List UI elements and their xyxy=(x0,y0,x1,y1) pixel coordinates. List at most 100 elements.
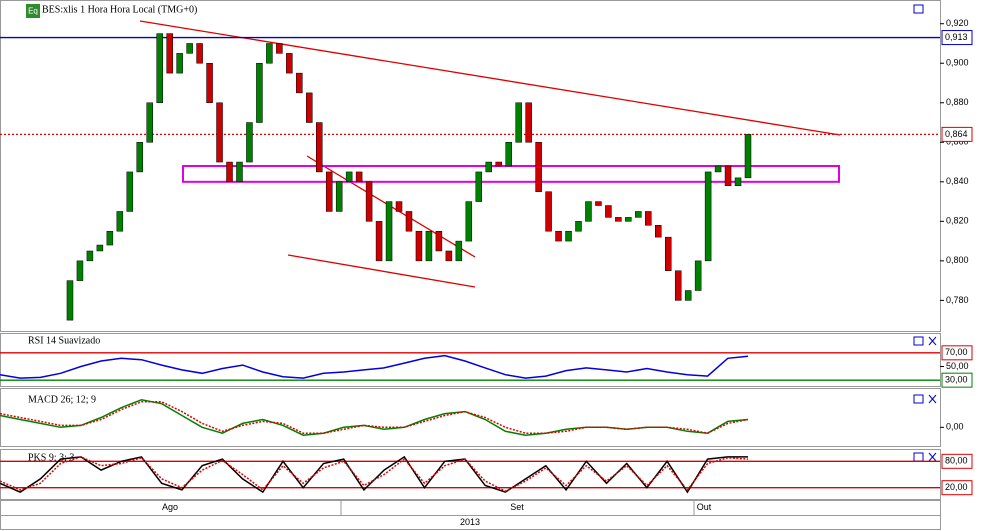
panel-title: RSI 14 Suavizado xyxy=(28,335,100,346)
candle xyxy=(126,171,134,212)
candle xyxy=(515,102,522,143)
y-tick-label: 0,880 xyxy=(946,97,969,107)
indicator-line xyxy=(0,354,749,379)
level-label-box xyxy=(941,453,973,469)
level-label: 80,00 xyxy=(945,456,968,466)
level-label-box xyxy=(941,480,973,496)
candle xyxy=(405,211,413,232)
candle xyxy=(256,62,263,123)
candle xyxy=(714,165,722,173)
window-buttons[interactable] xyxy=(913,4,937,462)
level-label: 20,00 xyxy=(945,482,968,492)
x-tick-label: Set xyxy=(510,502,524,512)
y-tick-label: 0,800 xyxy=(946,255,969,265)
candle xyxy=(505,142,512,167)
candle xyxy=(445,250,453,262)
indicator-line xyxy=(0,455,748,494)
panel-title: BES:xlis 1 Hora Hora Local (TMG+0) xyxy=(42,4,197,15)
y-tick-label: 0,00 xyxy=(946,422,964,432)
candle xyxy=(615,217,622,222)
candle xyxy=(655,225,662,238)
candle xyxy=(136,142,144,173)
candle xyxy=(734,177,742,187)
level-label-box xyxy=(941,30,973,46)
candle xyxy=(66,280,74,321)
candle xyxy=(106,230,114,246)
candle xyxy=(744,134,752,179)
candle xyxy=(315,122,323,173)
y-tick-label: 0,840 xyxy=(946,176,969,186)
candle xyxy=(684,290,692,301)
candle xyxy=(545,191,552,232)
candle xyxy=(96,244,104,252)
candle xyxy=(724,165,732,187)
candle xyxy=(635,211,642,218)
candle xyxy=(286,53,293,74)
candle xyxy=(146,102,153,143)
x-tick-label: Ago xyxy=(162,502,178,512)
candle xyxy=(465,201,473,242)
panel-title: PKS 9; 3; 3 xyxy=(28,452,74,463)
candle xyxy=(76,260,84,281)
level-label: 0,864 xyxy=(945,129,968,139)
candle xyxy=(475,171,483,202)
candle xyxy=(186,43,193,54)
level-label-box xyxy=(941,345,973,361)
candle xyxy=(246,122,253,163)
candle xyxy=(226,161,233,183)
candle xyxy=(345,171,353,183)
candle xyxy=(645,211,652,226)
candle xyxy=(325,171,333,212)
candle xyxy=(355,171,363,183)
level-label: 30,00 xyxy=(945,375,968,385)
candle xyxy=(296,72,303,94)
candle xyxy=(525,102,532,143)
candle xyxy=(116,211,124,232)
level-label: 70,00 xyxy=(945,347,968,357)
candle xyxy=(625,217,632,222)
candle xyxy=(166,33,173,74)
y-tick-label: 0,780 xyxy=(946,295,969,305)
candle xyxy=(485,161,493,173)
candle xyxy=(86,250,94,262)
eq-icon xyxy=(26,4,40,18)
candle xyxy=(206,62,213,104)
candle xyxy=(385,201,393,262)
candle xyxy=(375,221,383,262)
candle xyxy=(704,171,712,262)
candle xyxy=(335,181,343,212)
candle xyxy=(216,102,223,163)
indicator-line xyxy=(0,399,749,436)
candle xyxy=(555,230,562,242)
y-tick-label: 0,900 xyxy=(946,58,969,68)
panel-title: MACD 26; 12; 9 xyxy=(28,394,96,405)
y-tick-label: 0,820 xyxy=(946,216,969,226)
level-label: 0,913 xyxy=(945,32,968,42)
candle xyxy=(156,33,163,104)
candle xyxy=(595,201,602,206)
candle xyxy=(196,43,203,64)
candle xyxy=(575,221,582,232)
level-label-box xyxy=(941,372,973,388)
y-tick-label: 50,00 xyxy=(946,361,969,371)
candle xyxy=(535,142,542,192)
candle xyxy=(435,230,443,252)
candle xyxy=(425,230,433,262)
candle xyxy=(565,230,572,242)
eq-icon-label: Eq xyxy=(28,7,38,16)
candle xyxy=(176,53,183,74)
candle xyxy=(495,161,502,167)
level-label-box xyxy=(941,126,973,142)
candle xyxy=(674,270,682,301)
candle xyxy=(266,43,273,64)
candle xyxy=(605,205,612,218)
year-label: 2013 xyxy=(460,517,480,527)
candle xyxy=(236,161,243,183)
candle xyxy=(455,240,463,262)
candle xyxy=(664,236,672,271)
x-tick-label: Out xyxy=(697,502,712,512)
y-tick-label: 0,920 xyxy=(946,18,969,28)
candle xyxy=(276,43,283,54)
